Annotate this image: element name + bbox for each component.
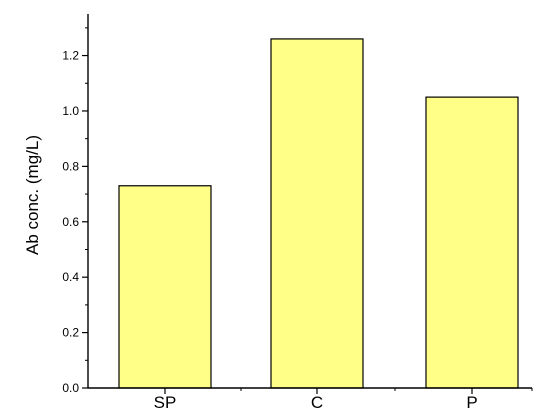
y-axis-title: Ab conc. (mg/L): [23, 135, 42, 255]
y-tick-label: 0.0: [62, 381, 79, 395]
y-tick-label: 1.2: [62, 49, 79, 63]
bar-p: [425, 96, 519, 389]
x-tick-label-c: C: [311, 393, 323, 412]
y-tick-label: 0.6: [62, 215, 79, 229]
bar-sp: [118, 185, 212, 389]
axes-layer: [82, 14, 533, 394]
x-tick-label-p: P: [466, 393, 477, 412]
y-tick-label: 0.4: [62, 270, 79, 284]
y-tick-label: 0.2: [62, 326, 79, 340]
bar-c: [270, 38, 364, 389]
x-tick-label-sp: SP: [154, 393, 177, 412]
y-tick-label: 0.8: [62, 159, 79, 173]
labels-layer: 0.0 0.2 0.4 0.6 0.8 1.0 1.2 SP C P: [62, 49, 477, 412]
y-tick-label: 1.0: [62, 104, 79, 118]
bars-layer: [118, 38, 519, 389]
